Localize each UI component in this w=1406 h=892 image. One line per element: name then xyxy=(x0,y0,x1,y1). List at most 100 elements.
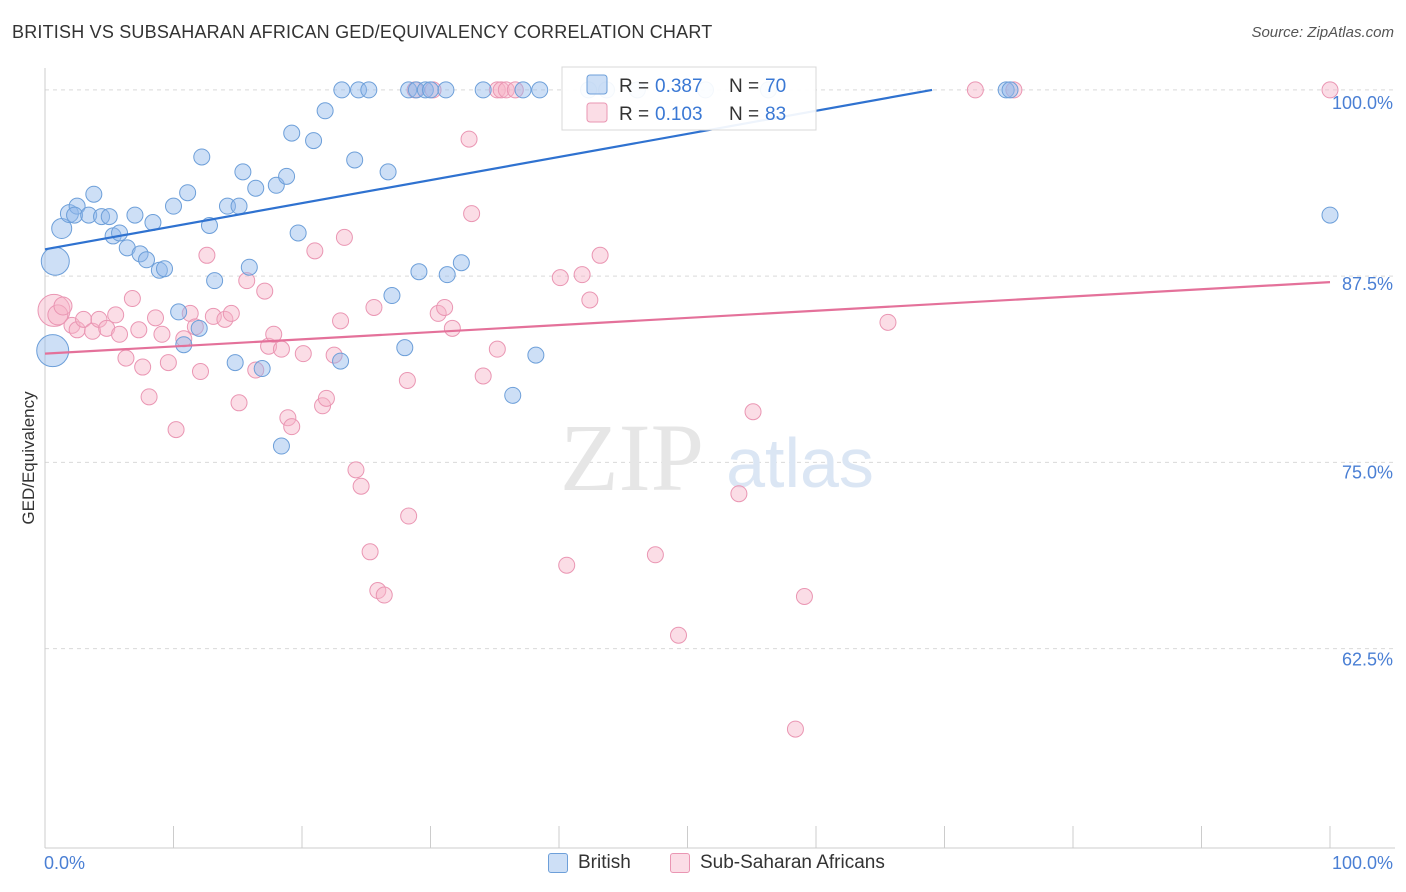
data-point xyxy=(429,304,447,322)
stats-swatch-african xyxy=(586,102,608,123)
data-point xyxy=(325,346,343,364)
data-point xyxy=(283,418,301,436)
data-point xyxy=(170,303,188,321)
x-tick-label: 100.0% xyxy=(1332,853,1393,873)
data-point xyxy=(272,437,290,455)
y-tick-label: 100.0% xyxy=(1332,93,1393,113)
data-point xyxy=(36,334,70,368)
data-point xyxy=(234,163,252,181)
data-point xyxy=(278,167,296,185)
data-point xyxy=(422,81,439,99)
stats-n-value: 70 xyxy=(765,76,786,97)
stats-n-label: N = xyxy=(729,76,759,97)
stats-legend-box xyxy=(561,66,817,131)
data-point xyxy=(111,325,129,343)
data-point xyxy=(47,304,69,326)
legend-swatch-sub-saharan-africans xyxy=(670,853,690,873)
stats-r-value: 0.103 xyxy=(655,104,703,125)
data-point xyxy=(730,485,748,503)
stats-r-label: R = xyxy=(619,76,649,97)
y-tick-labels: 100.0% 87.5% 75.0% 62.5% xyxy=(1332,93,1393,670)
data-point xyxy=(305,132,323,150)
data-point xyxy=(375,586,393,604)
data-point xyxy=(581,291,599,309)
data-point xyxy=(107,306,125,324)
data-point xyxy=(156,260,174,278)
data-point xyxy=(247,179,265,197)
data-point xyxy=(272,340,290,358)
data-point xyxy=(279,409,297,427)
data-point xyxy=(488,81,506,99)
data-point xyxy=(463,205,481,223)
data-point xyxy=(488,340,506,358)
data-point xyxy=(153,325,171,343)
stats-r-value: 0.387 xyxy=(655,76,703,97)
chart-title: BRITISH VS SUBSAHARAN AFRICAN GED/EQUIVA… xyxy=(12,22,713,42)
data-point xyxy=(167,421,185,439)
data-point xyxy=(256,282,274,300)
data-point xyxy=(265,325,283,343)
data-point xyxy=(670,626,688,644)
data-point xyxy=(138,251,156,269)
y-axis-label: GED/Equivalency xyxy=(19,391,38,525)
data-point xyxy=(75,310,93,328)
source-label: Source: ZipAtlas.com xyxy=(1251,24,1394,41)
stats-r-label: R = xyxy=(619,104,649,125)
data-point xyxy=(443,319,461,337)
data-point xyxy=(460,130,478,148)
data-point xyxy=(222,304,240,322)
legend-item-sub-saharan-africans[interactable]: Sub-Saharan Africans xyxy=(670,852,885,874)
data-point xyxy=(37,293,71,327)
data-point xyxy=(1001,81,1019,99)
data-point xyxy=(140,388,158,406)
data-point xyxy=(400,507,418,525)
data-point xyxy=(198,246,216,264)
data-point xyxy=(416,81,434,99)
data-point xyxy=(289,224,307,242)
stats-n-value: 83 xyxy=(765,104,786,125)
data-point xyxy=(474,81,492,99)
data-point xyxy=(179,184,197,202)
data-point xyxy=(216,310,234,328)
x-tick-label: 0.0% xyxy=(44,853,85,873)
x-tick-labels: 0.0% 100.0% xyxy=(44,853,1393,873)
data-point xyxy=(398,371,416,389)
watermark-atlas: atlas xyxy=(726,424,874,502)
legend-item-british[interactable]: British xyxy=(548,852,631,874)
data-point xyxy=(504,386,522,404)
data-point xyxy=(333,81,351,99)
data-point xyxy=(352,477,370,495)
data-point xyxy=(492,81,510,99)
data-point xyxy=(230,197,248,215)
data-point xyxy=(294,345,312,363)
data-point xyxy=(527,346,545,364)
watermark-zip: ZIP xyxy=(560,404,704,511)
data-point xyxy=(438,266,456,284)
data-point xyxy=(218,197,236,215)
data-point xyxy=(53,296,73,316)
data-point xyxy=(159,354,177,372)
data-point xyxy=(350,81,368,99)
data-point xyxy=(100,208,118,226)
data-point xyxy=(226,354,244,372)
data-point xyxy=(123,290,141,308)
y-tick-label: 62.5% xyxy=(1342,650,1393,670)
data-point xyxy=(66,206,84,224)
data-point xyxy=(573,266,591,284)
data-point xyxy=(966,81,984,99)
data-point xyxy=(332,312,350,330)
watermark: ZIP atlas xyxy=(560,404,874,511)
data-point xyxy=(165,197,182,215)
data-point xyxy=(317,389,335,407)
data-point xyxy=(795,588,813,606)
data-point xyxy=(247,361,265,379)
data-point xyxy=(40,246,70,276)
data-point xyxy=(130,321,148,339)
data-point xyxy=(383,287,401,305)
data-point xyxy=(131,245,149,263)
data-point xyxy=(361,543,379,561)
data-point xyxy=(1321,81,1339,99)
data-point xyxy=(332,352,350,370)
data-point xyxy=(365,298,383,316)
data-point xyxy=(514,81,532,99)
